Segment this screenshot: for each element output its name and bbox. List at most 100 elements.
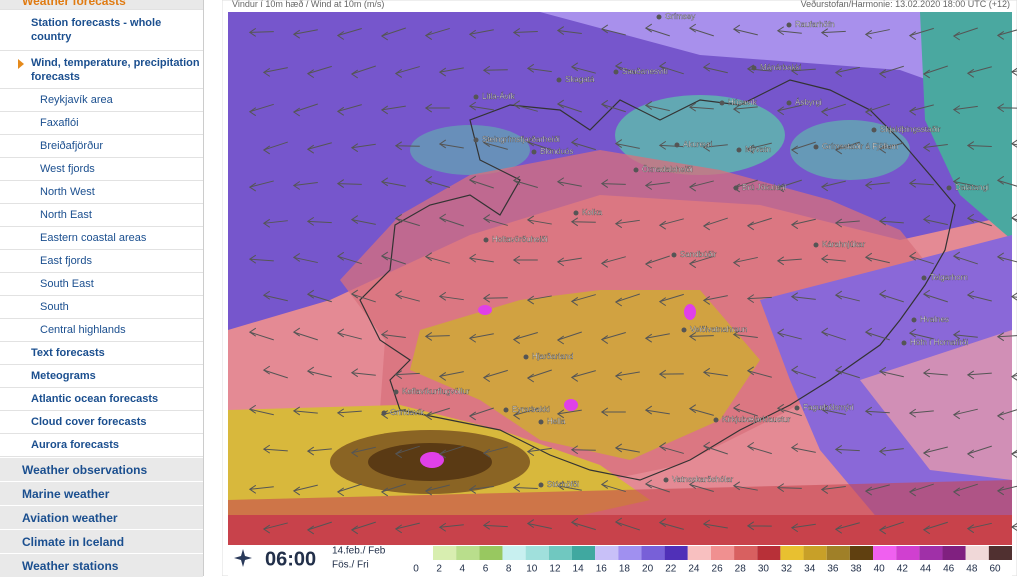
wind-arrow — [834, 365, 860, 379]
wind-arrow — [864, 484, 890, 496]
wind-arrow — [644, 333, 670, 343]
menu-item[interactable]: Wind, temperature, precipitation forecas… — [0, 51, 203, 89]
legend-label: 28 — [735, 564, 747, 575]
active-marker — [18, 59, 24, 69]
wind-arrow — [614, 517, 640, 531]
wind-arrow — [952, 483, 978, 497]
station-dot — [381, 410, 387, 416]
wind-arrow — [394, 445, 420, 459]
legend-swatch — [965, 546, 989, 560]
wind-arrow — [614, 443, 640, 453]
menu-item[interactable]: North East — [0, 204, 203, 227]
legend-swatch — [919, 546, 943, 560]
station-dot — [751, 65, 757, 71]
wind-arrow — [526, 137, 552, 151]
wind-arrow — [878, 142, 904, 154]
wind-arrow — [350, 521, 376, 535]
wind-arrow — [512, 28, 538, 37]
wind-arrow — [380, 105, 406, 115]
station-dot — [911, 317, 917, 323]
wind-arrow — [790, 523, 816, 533]
menu-item[interactable]: Meteograms — [0, 365, 203, 388]
play-icon[interactable] — [234, 549, 252, 567]
station-dot — [663, 477, 669, 483]
legend-label: 34 — [804, 564, 816, 575]
place-label: Vatnsskarðshólar — [672, 475, 734, 484]
wind-arrow — [468, 29, 494, 39]
wind-arrow — [262, 365, 288, 379]
wind-arrow — [746, 294, 772, 304]
menu-item[interactable]: Weather stations — [0, 554, 203, 578]
wind-arrow — [526, 519, 552, 529]
menu-item[interactable]: Weather observations — [0, 458, 203, 482]
wind-arrow — [688, 102, 714, 112]
menu-item[interactable]: West fjords — [0, 158, 203, 181]
map-header-left: Vindur í 10m hæð / Wind at 10m (m/s) — [232, 0, 384, 9]
menu-item[interactable]: North West — [0, 181, 203, 204]
wind-arrow — [776, 483, 802, 493]
menu-item[interactable]: Marine weather — [0, 482, 203, 506]
legend-swatch — [664, 546, 688, 560]
menu-item[interactable]: Aviation weather — [0, 506, 203, 530]
wind-arrow — [600, 331, 626, 344]
menu-item[interactable]: Eastern coastal areas — [0, 227, 203, 250]
wind-arrow — [570, 517, 596, 531]
legend-swatch — [803, 546, 827, 560]
wind-arrow — [248, 180, 274, 192]
wind-arrow — [482, 65, 508, 75]
wind-arrow — [776, 26, 802, 36]
place-label: Ásbyrgi — [795, 98, 822, 107]
legend-swatch — [433, 546, 457, 560]
wind-arrow — [732, 481, 758, 491]
wind-arrow — [878, 366, 904, 378]
legend-label: 36 — [827, 564, 839, 575]
wind-arrow — [878, 216, 904, 226]
wind-arrow — [952, 177, 978, 187]
wind-arrow — [394, 66, 420, 78]
menu-item[interactable]: East fjords — [0, 250, 203, 273]
wind-arrow — [790, 365, 816, 379]
wind-arrow — [908, 104, 934, 116]
menu-item[interactable]: Central highlands — [0, 319, 203, 342]
wind-arrow — [952, 251, 978, 265]
wind-arrow — [336, 408, 362, 418]
legend-label: 20 — [642, 564, 654, 575]
station-dot — [656, 14, 662, 20]
date-line: 14.feb./ Feb — [332, 546, 386, 557]
wind-arrow — [1010, 139, 1017, 148]
station-dot — [473, 94, 479, 100]
wind-arrow — [658, 442, 684, 454]
station-dot — [573, 210, 579, 216]
place-label: Stórhöfði — [547, 480, 579, 489]
wind-arrow — [262, 67, 288, 77]
menu-item[interactable]: Text forecasts — [0, 342, 203, 365]
wind-arrow — [1010, 372, 1017, 381]
wind-arrow — [306, 289, 332, 303]
station-dot — [871, 127, 877, 133]
menu-item[interactable]: Station forecasts - whole country — [0, 10, 203, 51]
menu-item[interactable]: Faxaflói — [0, 112, 203, 135]
wind-arrow — [306, 366, 332, 378]
menu-item[interactable]: Reykjavík area — [0, 89, 203, 112]
menu-item[interactable]: Climate in Iceland — [0, 530, 203, 554]
menu-item[interactable]: Atlantic ocean forecasts — [0, 388, 203, 411]
menu-item[interactable]: South — [0, 296, 203, 319]
wind-arrow — [952, 408, 978, 420]
menu-item[interactable]: Cloud cover forecasts — [0, 411, 203, 434]
wind-arrow — [380, 27, 406, 41]
wind-arrow — [908, 27, 934, 41]
wind-arrow — [424, 176, 450, 189]
wind-arrow — [306, 65, 332, 79]
menu-item[interactable]: Aurora forecasts — [0, 434, 203, 457]
legend-label: 10 — [526, 564, 538, 575]
wind-arrow — [614, 61, 640, 75]
wind-arrow — [790, 66, 816, 76]
menu-item[interactable]: Weather forecasts — [0, 0, 203, 10]
menu-item[interactable]: South East — [0, 273, 203, 296]
wind-arrow — [952, 105, 978, 115]
wind-arrow — [864, 252, 890, 264]
wind-arrow — [702, 217, 728, 231]
wind-arrow — [776, 179, 802, 193]
menu-item[interactable]: Breiðafjörður — [0, 135, 203, 158]
wind-arrow — [922, 368, 948, 378]
